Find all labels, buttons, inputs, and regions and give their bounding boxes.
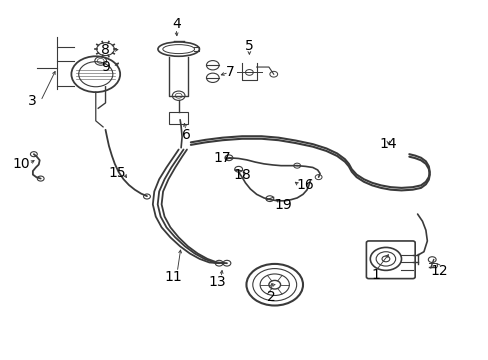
- Text: 10: 10: [12, 157, 30, 171]
- Text: 9: 9: [101, 60, 110, 74]
- Text: 16: 16: [296, 178, 314, 192]
- Text: 5: 5: [244, 39, 253, 53]
- Text: 3: 3: [28, 94, 37, 108]
- Text: 12: 12: [430, 265, 447, 278]
- Text: 19: 19: [274, 198, 292, 212]
- Text: 15: 15: [109, 166, 126, 180]
- Text: 8: 8: [101, 43, 110, 57]
- Text: 14: 14: [379, 137, 396, 151]
- Text: 6: 6: [181, 128, 190, 142]
- Bar: [168, 112, 188, 125]
- Text: 17: 17: [213, 152, 231, 166]
- Text: 1: 1: [371, 268, 380, 282]
- Text: 7: 7: [225, 66, 234, 80]
- Text: 18: 18: [233, 168, 250, 182]
- Text: 2: 2: [266, 289, 275, 303]
- Text: 4: 4: [171, 17, 180, 31]
- Text: 13: 13: [208, 275, 226, 289]
- Text: 11: 11: [164, 270, 183, 284]
